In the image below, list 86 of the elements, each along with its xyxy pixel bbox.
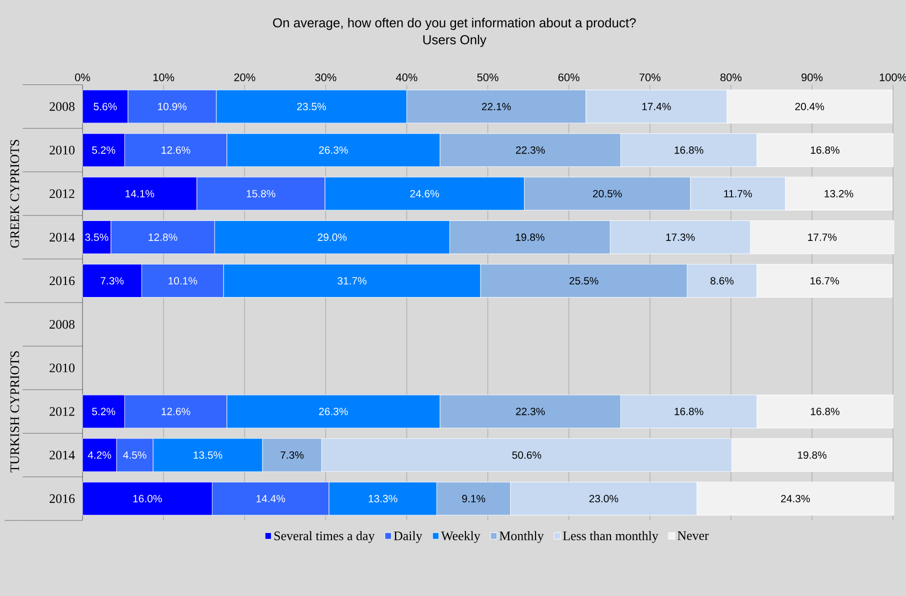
- data-label: 31.7%: [338, 277, 366, 284]
- data-label: 4.2%: [88, 451, 112, 459]
- x-tick-label: 10%: [153, 73, 174, 82]
- data-label: 19.8%: [516, 233, 544, 241]
- data-label: 12.6%: [162, 408, 190, 416]
- text: TURKISH CYPRIOTS: [10, 351, 20, 472]
- bar: [82, 133, 125, 167]
- x-tick-label: 40%: [396, 73, 418, 82]
- data-label: 11.7%: [724, 190, 752, 198]
- data-label: 10.1%: [168, 277, 198, 284]
- data-label: 23.5%: [297, 102, 326, 110]
- data-label: 15.8%: [246, 190, 276, 198]
- data-label: 26.3%: [319, 408, 348, 416]
- data-label: 50.6%: [512, 451, 542, 459]
- x-tick-label: 30%: [315, 73, 336, 82]
- x-tick-label: 0%: [75, 73, 90, 82]
- y-tick-label: 2012: [50, 189, 74, 198]
- bar: [82, 482, 213, 516]
- data-label: 24.6%: [410, 190, 440, 198]
- y-tick-label: 2012: [50, 407, 74, 416]
- data-label: 24.3%: [781, 494, 810, 502]
- legend-label: Less than monthly: [562, 531, 658, 543]
- y-tick-label: 2014: [50, 232, 75, 242]
- data-label: 5.6%: [94, 102, 117, 110]
- data-label: 16.8%: [810, 146, 840, 154]
- data-label: 16.8%: [674, 146, 704, 154]
- y-tick-label: 2010: [50, 146, 75, 154]
- x-tick-label: 70%: [639, 73, 660, 82]
- data-label: 16.8%: [810, 408, 840, 416]
- bar: [82, 394, 125, 428]
- bar: [82, 90, 128, 124]
- x-tick-label: 20%: [234, 73, 256, 82]
- data-label: 12.8%: [148, 233, 178, 241]
- data-label: 10.9%: [158, 102, 187, 110]
- data-label: 5.2%: [92, 146, 116, 154]
- bar: [82, 176, 198, 210]
- data-label: 20.5%: [593, 190, 622, 198]
- legend-label: Never: [678, 531, 709, 540]
- data-label: 25.5%: [570, 277, 598, 284]
- x-tick-label: 60%: [558, 73, 580, 82]
- data-label: 16.0%: [133, 494, 162, 502]
- data-label: 14.1%: [126, 190, 154, 198]
- data-label: 5.2%: [92, 408, 116, 416]
- chart-subtitle: Users Only: [423, 34, 486, 47]
- bar: [82, 220, 112, 254]
- data-label: 3.5%: [85, 233, 108, 241]
- y-tick-label: 2010: [50, 363, 75, 372]
- data-label: 22.1%: [482, 102, 511, 110]
- x-tick-label: 50%: [477, 73, 498, 82]
- y-tick-label: 2008: [50, 320, 75, 329]
- data-label: 19.8%: [798, 451, 826, 459]
- data-label: 12.6%: [162, 146, 190, 154]
- y-tick-label: 2016: [50, 494, 75, 503]
- text: GREEK CYPRIOTS: [10, 140, 20, 248]
- data-label: 16.7%: [810, 277, 840, 284]
- y-tick-label: 2014: [50, 450, 75, 460]
- data-label: 26.3%: [319, 146, 348, 154]
- data-label: 7.3%: [100, 277, 124, 284]
- legend-label: Weekly: [441, 531, 480, 543]
- data-label: 8.6%: [710, 277, 734, 284]
- data-label: 13.2%: [824, 190, 854, 198]
- data-label: 17.4%: [642, 102, 671, 110]
- data-label: 9.1%: [462, 494, 486, 502]
- data-label: 13.3%: [368, 494, 398, 502]
- x-tick-label: 80%: [720, 73, 742, 82]
- data-label: 13.5%: [194, 451, 222, 459]
- x-tick-label: 90%: [802, 73, 823, 82]
- y-tick-label: 2016: [50, 276, 75, 286]
- data-label: 17.3%: [666, 233, 695, 241]
- data-label: 17.7%: [808, 233, 837, 241]
- y-tick-label: 2008: [50, 102, 75, 111]
- data-label: 22.3%: [516, 408, 545, 416]
- legend-label: Monthly: [500, 531, 544, 543]
- legend-label: Daily: [394, 531, 422, 543]
- data-label: 16.8%: [674, 408, 704, 416]
- data-label: 4.5%: [123, 451, 146, 459]
- data-label: 20.4%: [795, 102, 824, 110]
- data-label: 29.0%: [318, 233, 347, 241]
- bar: [82, 438, 117, 472]
- data-label: 14.4%: [256, 494, 286, 502]
- chart-title: On average, how often do you get information about a product?: [273, 18, 636, 30]
- bar: [82, 264, 142, 298]
- data-label: 7.3%: [280, 451, 304, 459]
- data-label: 23.0%: [589, 494, 618, 502]
- legend-label: Several times a day: [274, 531, 375, 543]
- data-label: 22.3%: [516, 146, 545, 154]
